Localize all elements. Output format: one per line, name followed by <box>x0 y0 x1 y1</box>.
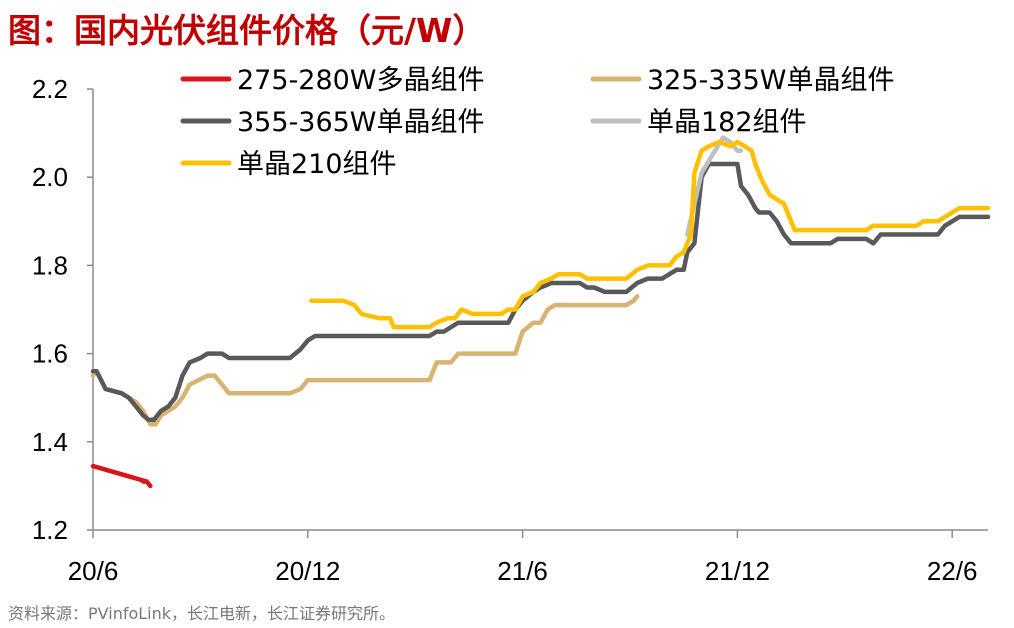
series-line-1 <box>90 463 153 489</box>
chart-title: 图：国内光伏组件价格（元/W） <box>8 11 486 50</box>
legend-label-4: 单晶182组件 <box>647 107 807 138</box>
series-line-5 <box>309 139 991 330</box>
y-tick-label: 2.0 <box>32 162 68 192</box>
x-tick-label: 20/12 <box>275 556 340 586</box>
legend-label-2: 325-335W单晶组件 <box>647 65 895 96</box>
x-tick-label: 21/12 <box>705 556 770 586</box>
series-line-3 <box>90 161 991 423</box>
y-tick-label: 1.4 <box>32 427 68 457</box>
series-layer <box>90 135 991 489</box>
legend: 275-280W多晶组件 325-335W单晶组件 355-365W单晶组件 单晶18… <box>180 65 895 180</box>
legend-label-3: 355-365W单晶组件 <box>237 107 485 138</box>
axes: 1.2 1.4 1.6 1.8 2.0 2.2 20/6 20/12 21/6 21/12 22/6 <box>32 74 988 586</box>
y-tick-label: 1.8 <box>32 250 68 280</box>
legend-label-1: 275-280W多晶组件 <box>237 65 485 96</box>
x-tick-label: 20/6 <box>68 556 119 586</box>
x-tick-label: 21/6 <box>497 556 548 586</box>
series-line-2 <box>90 294 640 427</box>
y-tick-label: 1.6 <box>32 339 68 369</box>
legend-label-5: 单晶210组件 <box>237 149 397 180</box>
y-tick-label: 2.2 <box>32 74 68 104</box>
series-line-4 <box>685 135 744 237</box>
y-tick-label: 1.2 <box>32 515 68 545</box>
x-tick-label: 22/6 <box>927 556 978 586</box>
source-note: 资料来源：PVinfoLink，长江电新，长江证券研究所。 <box>8 604 396 623</box>
